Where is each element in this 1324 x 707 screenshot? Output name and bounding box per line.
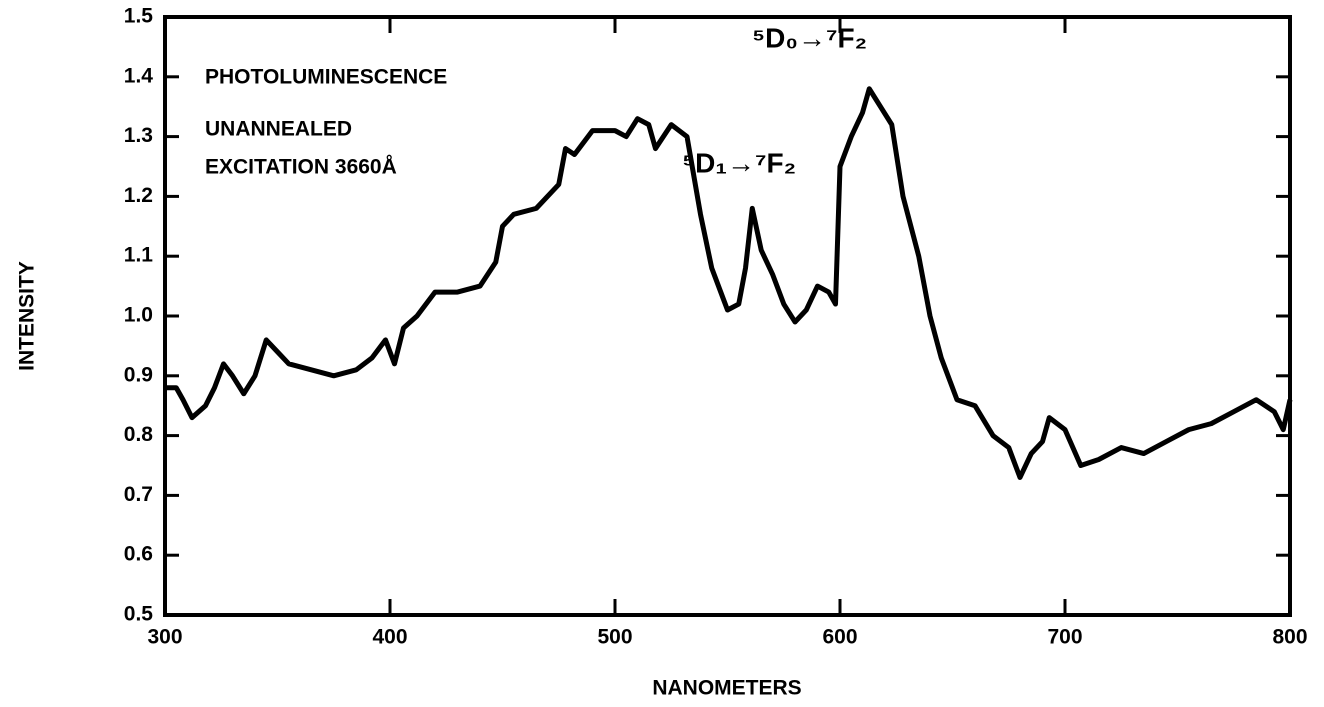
y-tick-label: 1.1	[124, 244, 154, 267]
line-series	[165, 86, 1293, 480]
y-tick-label: 1.3	[124, 124, 153, 147]
y-tick-label: 1.0	[124, 304, 153, 327]
y-tick-label: 1.2	[124, 184, 153, 207]
x-tick-label: 400	[372, 626, 407, 649]
y-tick-label: 0.7	[124, 483, 153, 506]
y-tick-label: 1.4	[124, 64, 154, 87]
y-tick-label: 0.5	[124, 603, 154, 626]
y-axis-label: INTENSITY	[16, 261, 39, 371]
x-tick-label: 500	[597, 626, 632, 649]
x-tick-label: 300	[147, 626, 182, 649]
x-tick-label: 700	[1047, 626, 1082, 649]
annotation: UNANNEALED	[205, 118, 352, 141]
y-tick-label: 0.6	[124, 543, 153, 566]
x-tick-label: 800	[1272, 626, 1307, 649]
y-tick-label: 0.9	[124, 363, 153, 386]
annotation: EXCITATION 3660Å	[205, 155, 397, 179]
annotation: PHOTOLUMINESCENCE	[205, 66, 447, 89]
y-tick-label: 0.8	[124, 423, 154, 446]
annotation: ⁵D₁→⁷F₂	[682, 147, 796, 178]
x-tick-label: 600	[822, 626, 857, 649]
y-tick-label: 1.5	[124, 5, 154, 28]
annotation: ⁵D₀→⁷F₂	[752, 22, 867, 53]
x-axis-label: NANOMETERS	[652, 677, 801, 700]
plot-frame	[163, 15, 1292, 617]
